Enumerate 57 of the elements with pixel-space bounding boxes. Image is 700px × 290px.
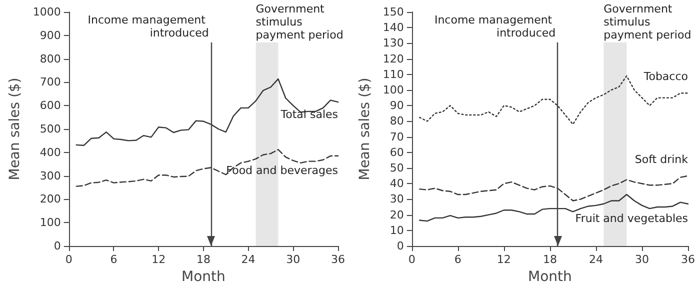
y-axis-title: Mean sales ($)	[7, 78, 23, 180]
x-tick-label: 36	[681, 253, 695, 266]
x-tick-label: 12	[496, 253, 511, 266]
x-axis-title: Month	[182, 268, 226, 285]
x-tick-label: 6	[110, 253, 118, 266]
y-tick-label: 700	[40, 76, 61, 89]
y-tick-label: 40	[390, 177, 404, 190]
series-label: Food and beverages	[226, 164, 338, 177]
y-tick-label: 120	[382, 52, 404, 66]
x-tick-label: 30	[634, 253, 649, 266]
y-tick-label: 150	[382, 6, 404, 18]
y-tick-label: 30	[390, 192, 404, 206]
series-label: Soft drink	[634, 152, 689, 166]
line-series	[76, 78, 339, 146]
series-label: Total sales	[280, 108, 338, 122]
x-tick-label: 18	[542, 253, 557, 266]
x-tick-label: 0	[65, 253, 72, 266]
y-tick-label: 100	[40, 216, 61, 230]
y-tick-label: 10	[390, 224, 404, 237]
y-tick-label: 1000	[32, 6, 61, 18]
y-tick-label: 400	[40, 146, 61, 159]
x-tick-label: 36	[331, 253, 345, 266]
x-tick-label: 24	[241, 253, 256, 266]
line-series	[418, 175, 689, 202]
y-axis-title: Mean sales ($)	[357, 78, 373, 180]
y-tick-label: 0	[54, 240, 61, 252]
x-axis-title: Month	[528, 268, 572, 285]
line-series	[76, 148, 339, 187]
x-tick-label: 6	[454, 253, 462, 266]
y-tick-label: 200	[40, 192, 61, 206]
y-tick-label: 0	[396, 240, 404, 252]
y-tick-label: 500	[40, 122, 61, 136]
y-tick-label: 300	[40, 169, 61, 182]
band-label: Government stimulus payment period	[604, 2, 692, 42]
y-tick-label: 130	[382, 36, 404, 50]
ref-line-label: Income management introduced	[88, 13, 209, 40]
y-tick-label: 20	[390, 208, 404, 222]
y-tick-label: 50	[390, 162, 404, 174]
y-tick-label: 800	[40, 52, 61, 66]
y-tick-label: 110	[382, 68, 404, 81]
x-tick-label: 24	[588, 253, 603, 266]
y-tick-label: 60	[390, 146, 404, 159]
y-tick-label: 90	[390, 99, 404, 112]
series-label: Tobacco	[642, 70, 688, 84]
y-tick-label: 80	[390, 114, 404, 128]
y-tick-label: 70	[390, 130, 404, 144]
y-tick-label: 100	[382, 84, 404, 96]
series-label: Fruit and vegetables	[575, 212, 688, 225]
band-label: Government stimulus payment period	[256, 2, 344, 42]
y-tick-label: 900	[40, 28, 61, 42]
y-tick-label: 600	[40, 99, 61, 112]
x-tick-label: 18	[196, 253, 210, 266]
x-tick-label: 30	[286, 253, 300, 266]
ref-line-label: Income management introduced	[434, 13, 556, 40]
y-tick-label: 140	[382, 21, 404, 34]
x-tick-label: 0	[408, 253, 416, 266]
x-tick-label: 12	[152, 253, 166, 266]
